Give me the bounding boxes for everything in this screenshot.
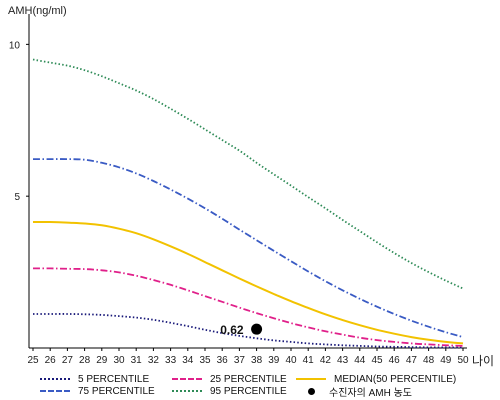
patient-amh-point bbox=[251, 323, 263, 335]
x-tick-label: 39 bbox=[268, 355, 280, 366]
x-tick-label: 29 bbox=[96, 355, 108, 366]
legend-label-p75: 75 PERCENTILE bbox=[78, 385, 155, 397]
x-tick-label: 47 bbox=[406, 355, 418, 366]
axes bbox=[28, 14, 467, 349]
patient-amh-value-label: 0.62 bbox=[220, 323, 244, 337]
series-p95-line bbox=[32, 58, 464, 290]
x-tick-label: 41 bbox=[303, 355, 315, 366]
x-tick-label: 43 bbox=[337, 355, 349, 366]
series-p25-line bbox=[33, 267, 464, 347]
legend-item-p25: 25 PERCENTILE bbox=[172, 373, 287, 385]
x-tick-label: 48 bbox=[423, 355, 435, 366]
x-tick-label: 30 bbox=[113, 355, 125, 366]
y-tick-label: 10 bbox=[9, 40, 21, 51]
legend-swatch-p25 bbox=[172, 378, 202, 380]
legend-item-patient: 수진자의 AMH 농도 bbox=[296, 385, 412, 399]
legend-label-p95: 95 PERCENTILE bbox=[210, 385, 287, 397]
x-tick-label: 28 bbox=[79, 355, 91, 366]
x-tick-label: 32 bbox=[148, 355, 160, 366]
x-tick-label: 33 bbox=[165, 355, 177, 366]
legend-dot-patient bbox=[308, 387, 315, 395]
legend-label-median: MEDIAN(50 PERCENTILE) bbox=[334, 373, 457, 385]
x-tick-label: 27 bbox=[62, 355, 74, 366]
legend-item-p95: 95 PERCENTILE bbox=[172, 385, 287, 397]
legend-item-p75: 75 PERCENTILE bbox=[40, 385, 155, 397]
legend-label-p5: 5 PERCENTILE bbox=[78, 373, 150, 385]
x-tick-label: 25 bbox=[27, 355, 39, 366]
x-tick-label: 40 bbox=[285, 355, 297, 366]
x-tick-label: 35 bbox=[199, 355, 211, 366]
x-tick-label: 31 bbox=[131, 355, 143, 366]
legend: 5 PERCENTILE 25 PERCENTILE MEDIAN(50 PER… bbox=[0, 371, 500, 400]
x-tick-label: 37 bbox=[234, 355, 246, 366]
y-tick-label: 5 bbox=[14, 192, 20, 203]
y-axis-label: AMH(ng/ml) bbox=[8, 5, 67, 17]
x-tick-label: 45 bbox=[371, 355, 383, 366]
x-ticks: 25 26 27 28 29 30 31 32 33 34 35 36 37 38 39 40 41 42 43 44… bbox=[27, 348, 469, 366]
x-tick-label: 50 bbox=[457, 355, 469, 366]
legend-label-p25: 25 PERCENTILE bbox=[210, 373, 287, 385]
y-ticks: 5 10 bbox=[9, 40, 29, 203]
x-axis-label: 나이 bbox=[472, 354, 494, 368]
x-tick-label: 49 bbox=[440, 355, 452, 366]
x-tick-label: 34 bbox=[182, 355, 194, 366]
legend-swatch-p5 bbox=[40, 378, 70, 380]
patient-point-group: 0.62 bbox=[220, 323, 263, 337]
x-tick-label: 36 bbox=[217, 355, 229, 366]
legend-swatch-p95 bbox=[172, 390, 202, 392]
x-tick-label: 46 bbox=[389, 355, 401, 366]
x-tick-label: 44 bbox=[354, 355, 366, 366]
x-tick-label: 26 bbox=[45, 355, 57, 366]
x-tick-label: 42 bbox=[320, 355, 332, 366]
series-lines bbox=[32, 58, 464, 349]
legend-item-p5: 5 PERCENTILE bbox=[40, 373, 149, 385]
legend-swatch-p75 bbox=[40, 390, 70, 392]
legend-label-patient: 수진자의 AMH 농도 bbox=[329, 387, 412, 399]
series-p75-line bbox=[33, 158, 464, 338]
series-median-line bbox=[32, 220, 464, 345]
x-tick-label: 38 bbox=[251, 355, 263, 366]
legend-swatch-median bbox=[296, 378, 326, 380]
legend-item-median: MEDIAN(50 PERCENTILE) bbox=[296, 373, 456, 385]
